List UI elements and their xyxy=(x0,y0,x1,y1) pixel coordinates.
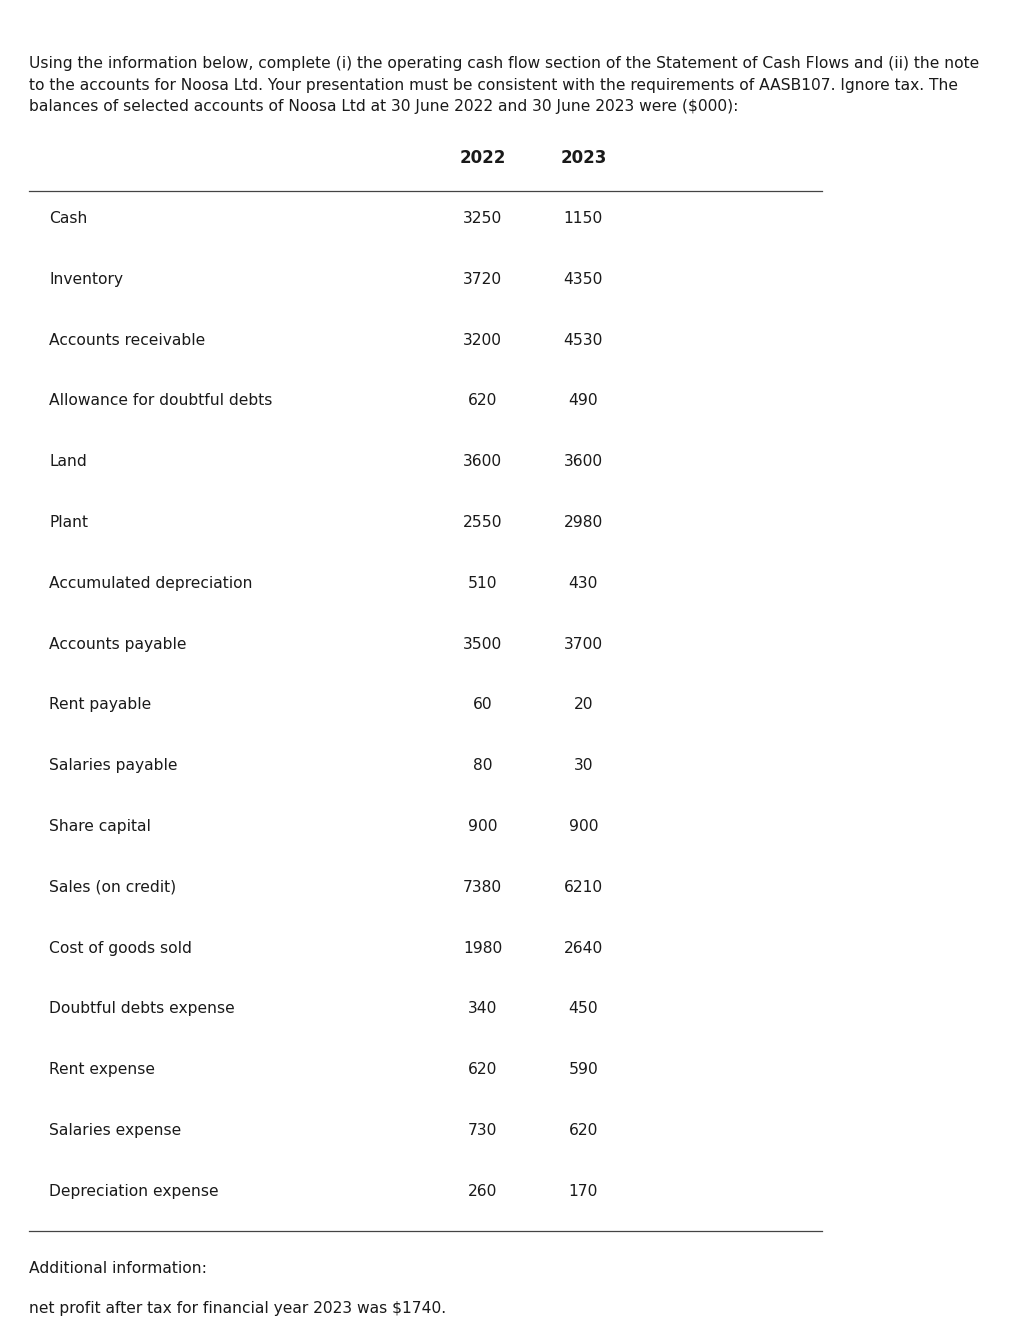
Text: Salaries payable: Salaries payable xyxy=(49,758,178,774)
Text: 620: 620 xyxy=(468,393,497,409)
Text: Cost of goods sold: Cost of goods sold xyxy=(49,941,192,955)
Text: Land: Land xyxy=(49,454,87,469)
Text: 260: 260 xyxy=(468,1184,497,1198)
Text: 30: 30 xyxy=(574,758,593,774)
Text: 2640: 2640 xyxy=(564,941,603,955)
Text: 20: 20 xyxy=(574,697,593,712)
Text: 4530: 4530 xyxy=(564,333,603,347)
Text: 3600: 3600 xyxy=(463,454,502,469)
Text: Inventory: Inventory xyxy=(49,271,123,287)
Text: Accounts receivable: Accounts receivable xyxy=(49,333,205,347)
Text: 620: 620 xyxy=(468,1062,497,1077)
Text: 3700: 3700 xyxy=(564,637,603,652)
Text: Using the information below, complete (i) the operating cash flow section of the: Using the information below, complete (i… xyxy=(29,56,979,115)
Text: Share capital: Share capital xyxy=(49,819,151,834)
Text: Accounts payable: Accounts payable xyxy=(49,637,187,652)
Text: 510: 510 xyxy=(468,576,497,591)
Text: Depreciation expense: Depreciation expense xyxy=(49,1184,219,1198)
Text: 900: 900 xyxy=(569,819,598,834)
Text: 3600: 3600 xyxy=(564,454,603,469)
Text: 1150: 1150 xyxy=(564,211,603,226)
Text: 2022: 2022 xyxy=(459,150,506,167)
Text: 7380: 7380 xyxy=(463,879,502,895)
Text: Allowance for doubtful debts: Allowance for doubtful debts xyxy=(49,393,273,409)
Text: 1980: 1980 xyxy=(463,941,502,955)
Text: Rent payable: Rent payable xyxy=(49,697,152,712)
Text: 450: 450 xyxy=(569,1002,598,1017)
Text: Accumulated depreciation: Accumulated depreciation xyxy=(49,576,253,591)
Text: 2023: 2023 xyxy=(560,150,607,167)
Text: 730: 730 xyxy=(468,1122,497,1138)
Text: 80: 80 xyxy=(473,758,492,774)
Text: 590: 590 xyxy=(569,1062,598,1077)
Text: Cash: Cash xyxy=(49,211,87,226)
Text: 170: 170 xyxy=(569,1184,598,1198)
Text: net profit after tax for financial year 2023 was $1740.: net profit after tax for financial year … xyxy=(29,1301,446,1316)
Text: Rent expense: Rent expense xyxy=(49,1062,155,1077)
Text: 2980: 2980 xyxy=(564,514,603,530)
Text: Additional information:: Additional information: xyxy=(29,1261,206,1276)
Text: 430: 430 xyxy=(569,576,598,591)
Text: 4350: 4350 xyxy=(564,271,603,287)
Text: 490: 490 xyxy=(569,393,598,409)
Text: Sales (on credit): Sales (on credit) xyxy=(49,879,177,895)
Text: 3500: 3500 xyxy=(463,637,502,652)
Text: 2550: 2550 xyxy=(463,514,502,530)
Text: 6210: 6210 xyxy=(564,879,603,895)
Text: 3250: 3250 xyxy=(463,211,502,226)
Text: 900: 900 xyxy=(468,819,497,834)
Text: Plant: Plant xyxy=(49,514,88,530)
Text: 620: 620 xyxy=(569,1122,598,1138)
Text: 3200: 3200 xyxy=(463,333,502,347)
Text: 3720: 3720 xyxy=(463,271,502,287)
Text: 60: 60 xyxy=(472,697,493,712)
Text: 340: 340 xyxy=(468,1002,497,1017)
Text: Salaries expense: Salaries expense xyxy=(49,1122,182,1138)
Text: Doubtful debts expense: Doubtful debts expense xyxy=(49,1002,235,1017)
